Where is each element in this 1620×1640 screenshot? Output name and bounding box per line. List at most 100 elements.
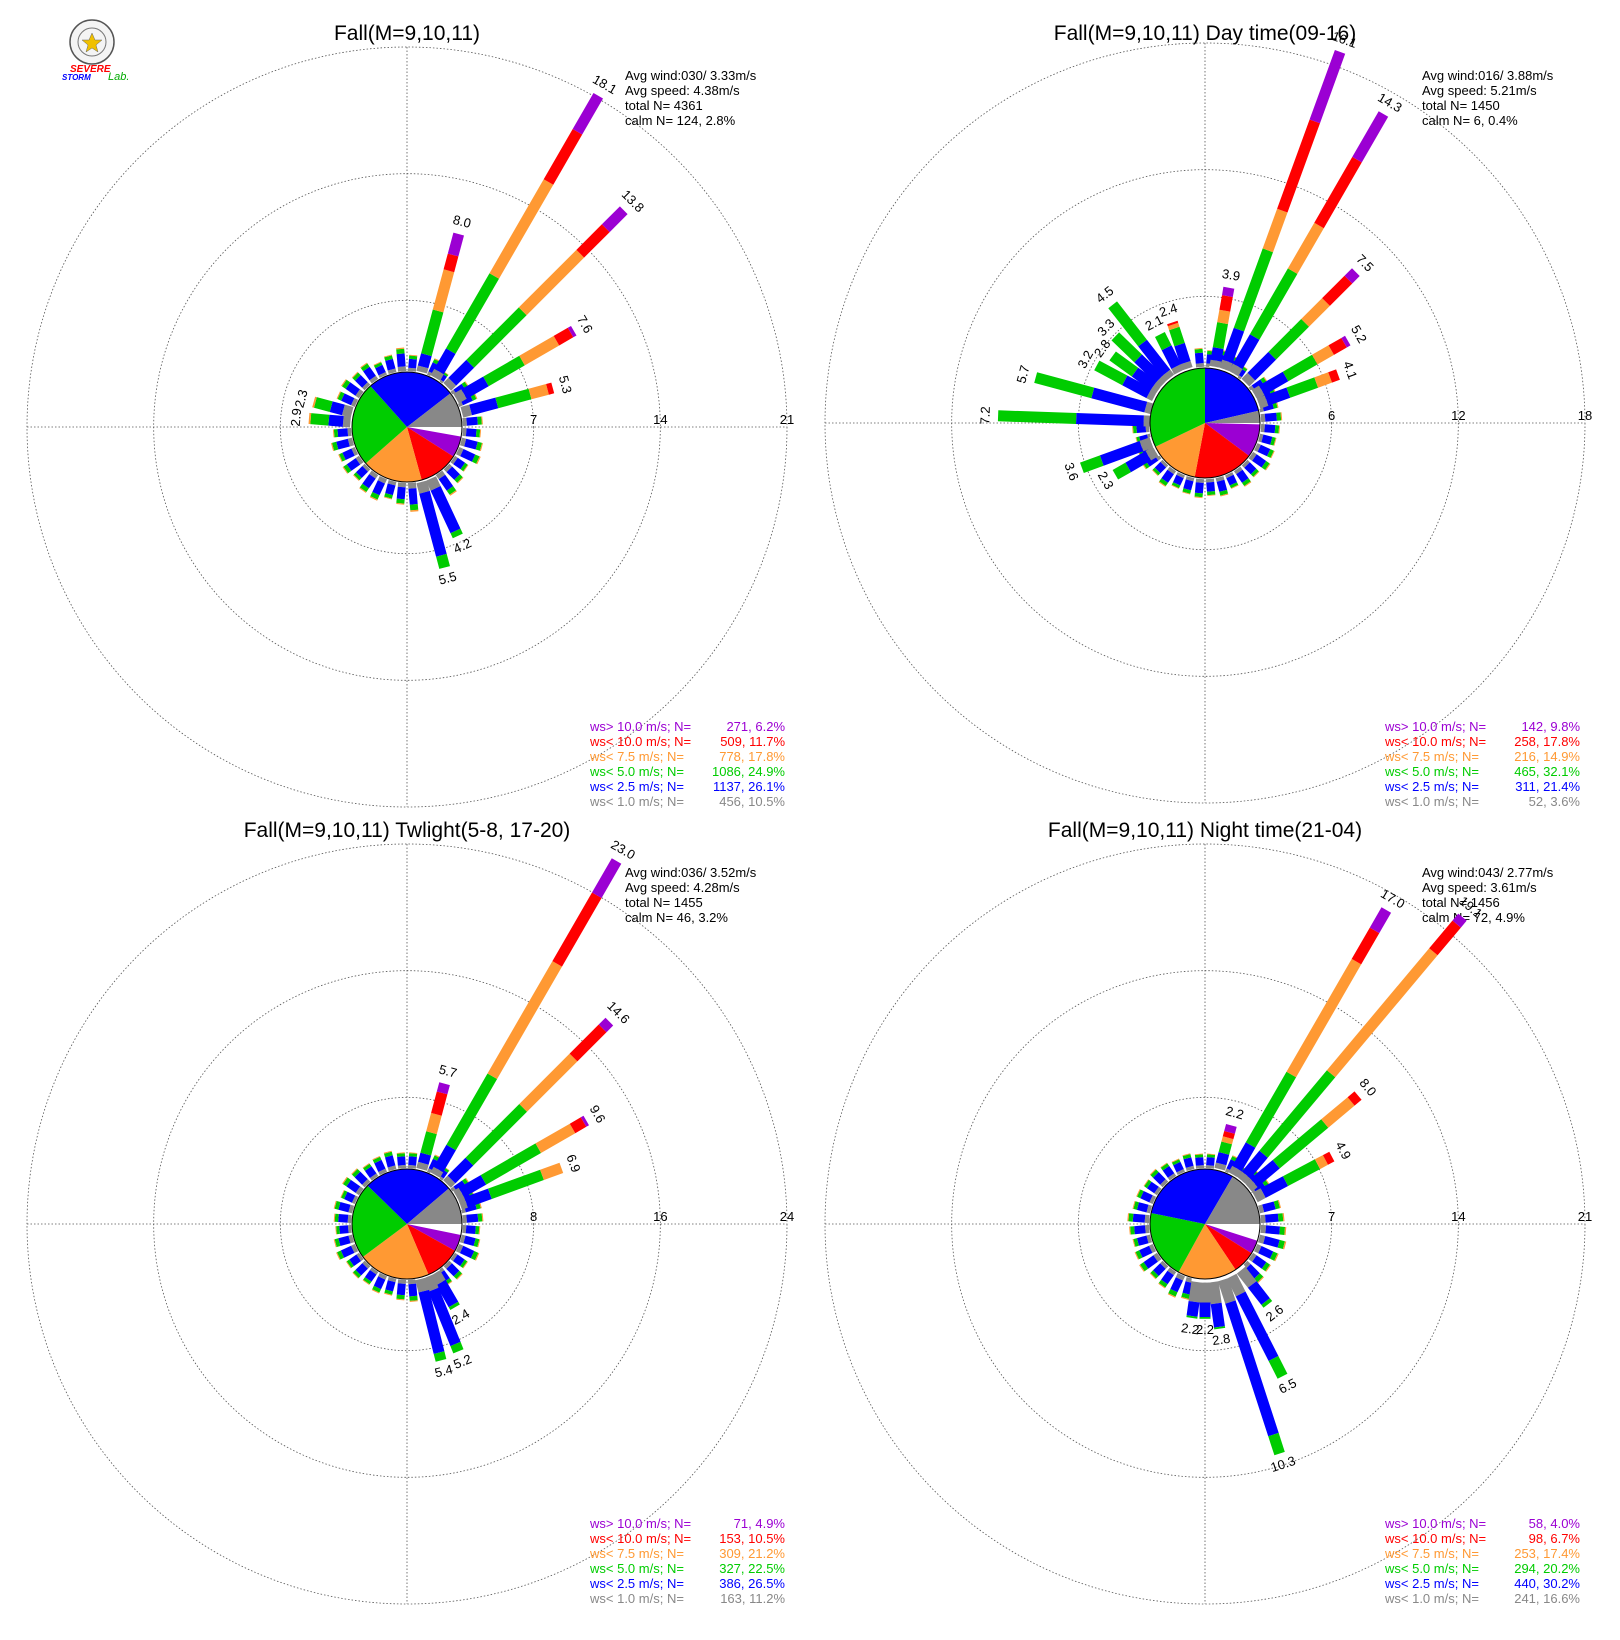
bar-total-label: 5.4 (433, 1362, 454, 1381)
wind-bar (328, 414, 344, 427)
wind-bar-minor (1236, 469, 1249, 483)
legend-value: 98, 6.7% (1529, 1531, 1581, 1546)
wind-bar-minor (1229, 482, 1239, 489)
wind-bar (432, 269, 455, 313)
wind-bar-minor (338, 454, 343, 462)
wind-bar-minor (378, 1168, 387, 1176)
wind-bar-minor (1160, 1179, 1169, 1188)
stats-total: total N= 1456 (1422, 895, 1500, 910)
wind-bar (1167, 320, 1179, 327)
wind-bar (1312, 345, 1334, 365)
legend-label: ws< 5.0 m/s; N= (589, 1561, 684, 1576)
wind-bar-minor (397, 366, 407, 372)
wind-rose-panel: Fall(M=9,10,11) Night time(21-04) 7 14 21 Av… (824, 819, 1592, 1606)
ring-label: 24 (780, 1209, 794, 1224)
wind-bar-minor (438, 474, 454, 491)
chart-title: Fall(M=9,10,11) Day time(09-16) (1054, 22, 1356, 45)
wind-bar (1309, 50, 1346, 124)
wind-bar (1111, 332, 1142, 363)
wind-bar (1216, 1274, 1229, 1282)
wind-bar (1243, 1183, 1253, 1193)
wind-bar-minor (1265, 1225, 1280, 1235)
wind-bar-minor (1182, 1154, 1192, 1160)
legend-value: 241, 16.6% (1514, 1591, 1580, 1606)
wind-bar-minor (396, 1298, 405, 1301)
wind-bar-minor (1270, 436, 1276, 446)
wind-bar (1259, 1070, 1336, 1158)
wind-bar (1186, 1315, 1198, 1319)
wind-bar-minor (373, 1276, 386, 1290)
wind-bar-minor (387, 368, 397, 374)
wind-bar-minor (1160, 1163, 1170, 1171)
wind-bar (1221, 1136, 1234, 1145)
wind-bar-minor (410, 509, 419, 512)
wind-bar-minor (355, 375, 368, 388)
wind-bar-minor (1254, 443, 1261, 452)
bar-total-label: 3.2 (1074, 348, 1096, 371)
wind-bar (1282, 1159, 1321, 1186)
wind-bar-minor (1194, 1154, 1204, 1158)
wind-bar (426, 476, 441, 491)
legend-label: ws< 10.0 m/s; N= (1384, 734, 1486, 749)
wind-bar-minor (409, 354, 418, 357)
wind-bar (1260, 1176, 1289, 1198)
wind-bar-minor (338, 1235, 351, 1246)
wind-bar (1034, 372, 1095, 399)
wind-bar-minor (374, 1159, 386, 1172)
wind-bar-minor (1261, 434, 1273, 445)
bar-total-label: 17.0 (1378, 886, 1407, 912)
wind-bar (1268, 1432, 1285, 1456)
wind-bar-minor (466, 416, 478, 426)
wind-bar (1237, 1171, 1251, 1184)
wind-bar (1161, 345, 1182, 369)
bar-total-label: 5.2 (451, 1351, 473, 1372)
wind-bar-minor (407, 1279, 417, 1285)
wind-bar (416, 480, 430, 494)
wind-bar-minor (1150, 1169, 1159, 1178)
bar-total-label: 2.9 (288, 408, 305, 427)
wind-bar (1214, 1162, 1227, 1171)
wind-bar-minor (1132, 1201, 1136, 1209)
wind-bar (1352, 111, 1389, 163)
wind-bar-minor (1194, 348, 1203, 354)
wind-bar (461, 376, 489, 399)
wind-bar-minor (353, 1269, 362, 1278)
wind-bar-minor (1150, 1270, 1159, 1279)
wind-bar (451, 1190, 459, 1202)
wind-bar-minor (456, 447, 464, 457)
wind-bar-minor (1132, 425, 1137, 434)
legend-value: 294, 20.2% (1514, 1561, 1580, 1576)
wind-bar-minor (355, 1186, 364, 1196)
pie-slice (1194, 423, 1250, 478)
pie-slice (1149, 1213, 1205, 1273)
legend-label: ws< 10.0 m/s; N= (589, 1531, 691, 1546)
wind-bar-minor (1139, 1264, 1145, 1272)
pie-slice (1205, 368, 1259, 423)
ring-label: 21 (1578, 1209, 1592, 1224)
wind-bar-minor (1145, 1224, 1150, 1234)
legend-value: 71, 4.9% (734, 1516, 786, 1531)
wind-bar-minor (397, 1164, 407, 1169)
wind-bar-minor (331, 442, 335, 451)
legend-label: ws< 5.0 m/s; N= (1384, 1561, 1479, 1576)
legend-label: ws> 10.0 m/s; N= (1384, 719, 1486, 734)
wind-bar-minor (457, 477, 464, 484)
wind-bar (342, 415, 351, 428)
wind-bar (1250, 1160, 1280, 1187)
wind-bar-minor (1263, 1236, 1280, 1248)
wind-bar-minor (1162, 459, 1169, 466)
wind-bar (1328, 369, 1340, 383)
wind-bar (442, 1180, 451, 1189)
wind-bar (1219, 359, 1233, 372)
bar-total-label: 2.2 (1196, 1322, 1214, 1337)
wind-bar-minor (1261, 1262, 1270, 1272)
wind-bar-minor (356, 1252, 364, 1262)
bar-total-label: 18.1 (590, 72, 619, 98)
wind-bar (1226, 1273, 1246, 1297)
wind-bar-minor (1273, 437, 1277, 446)
wind-bar-minor (1137, 1189, 1144, 1199)
wind-bar-minor (334, 1213, 339, 1222)
wind-bar-minor (342, 448, 355, 460)
pie-slice (1178, 1224, 1236, 1280)
wind-bar (1452, 913, 1467, 928)
